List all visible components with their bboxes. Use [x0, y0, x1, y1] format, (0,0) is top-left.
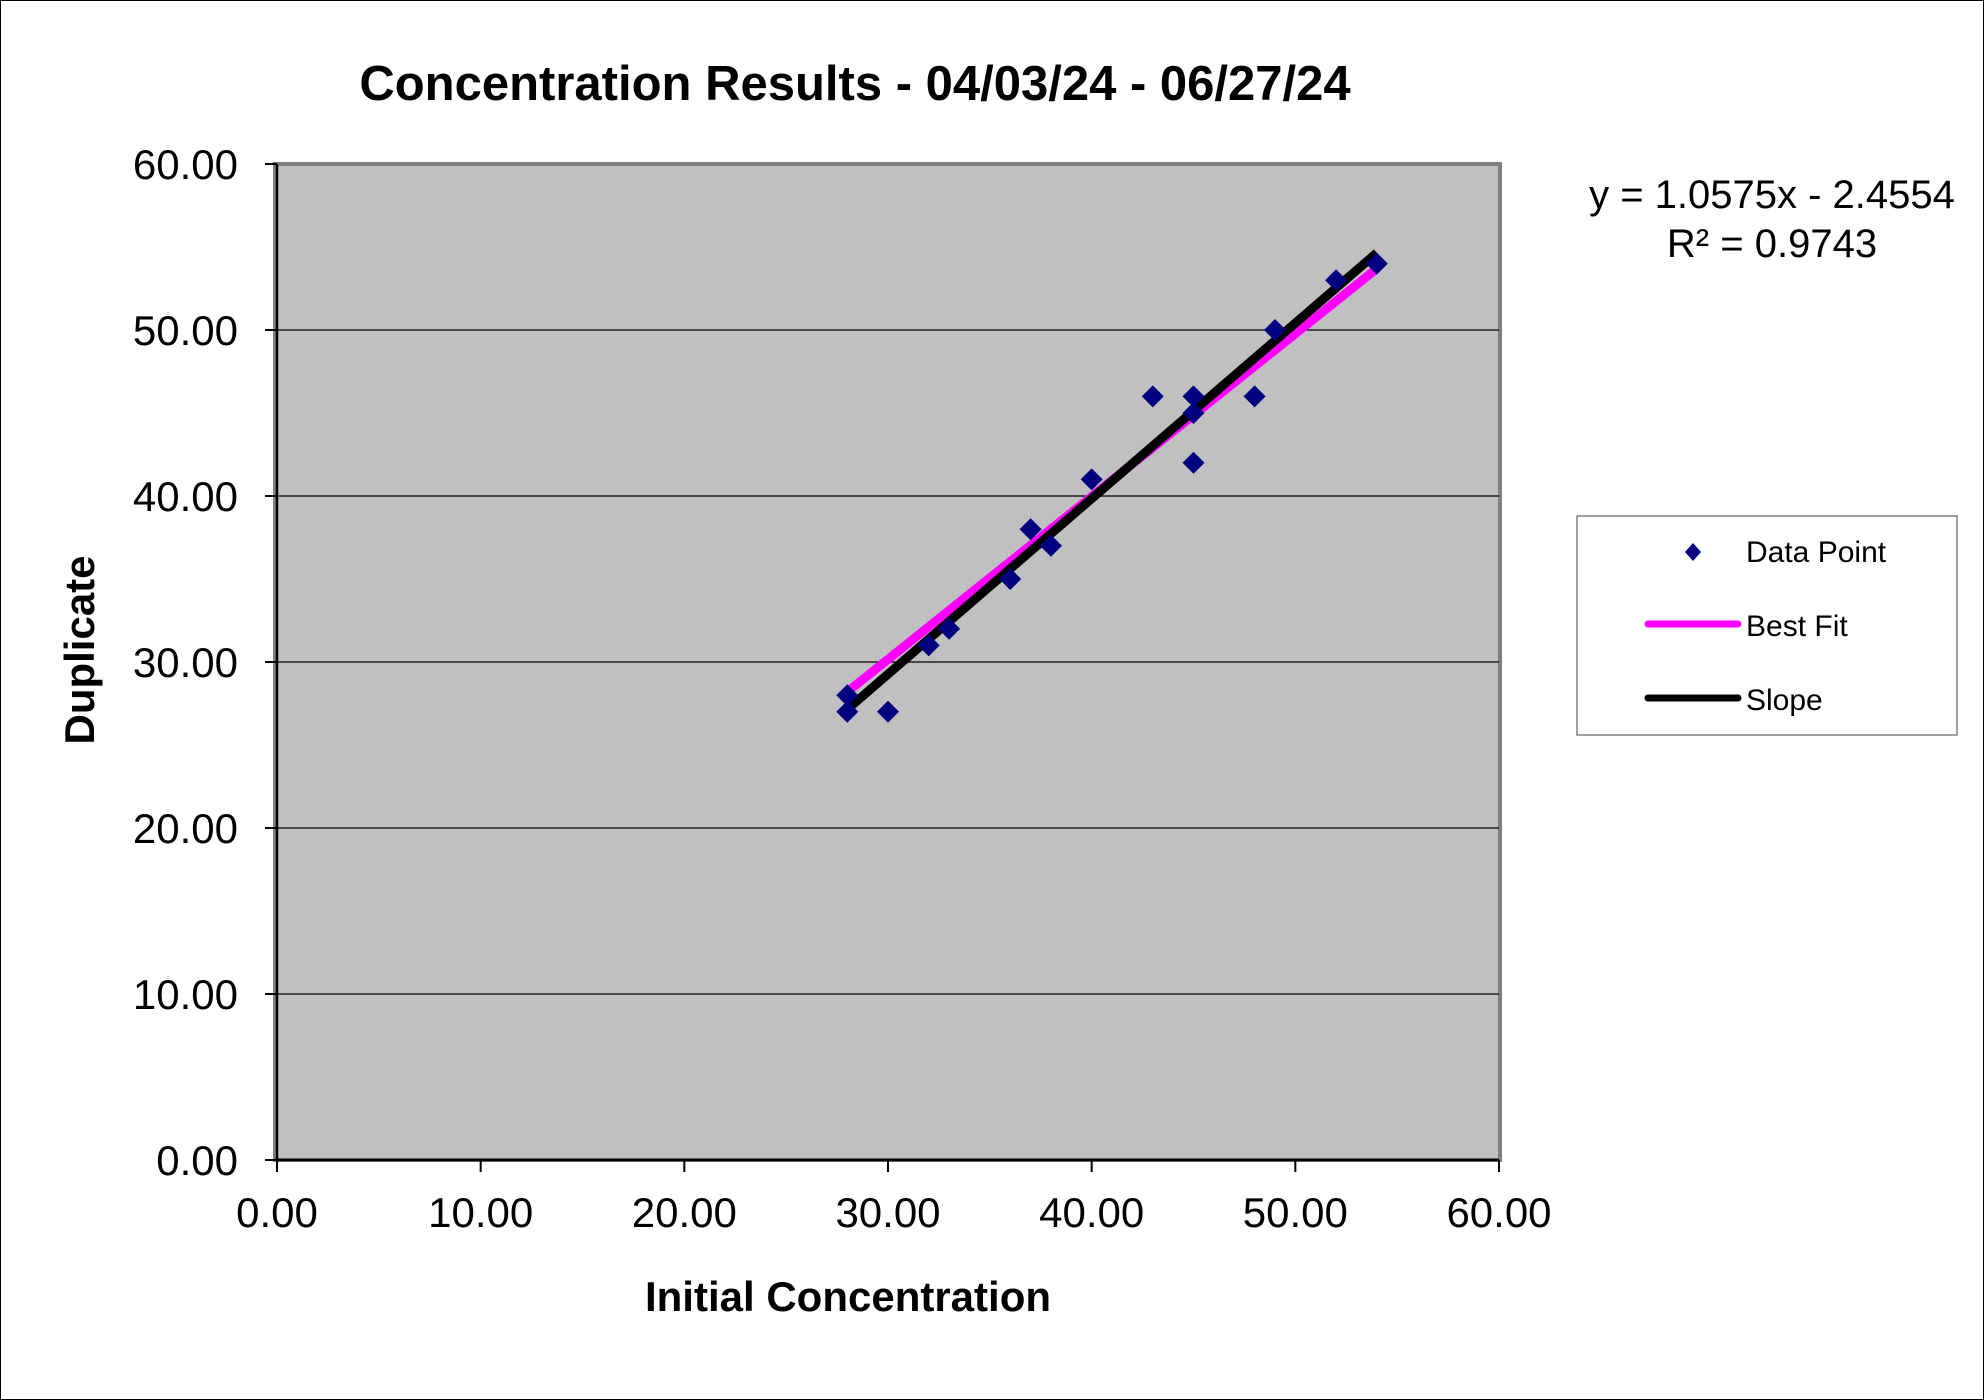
y-tick-label: 40.00: [133, 473, 238, 520]
data-point: [1182, 402, 1205, 424]
data-point: [1263, 319, 1286, 341]
data-point: [1365, 252, 1388, 275]
data-point: [877, 700, 899, 723]
chart-title: Concentration Results - 04/03/24 - 06/27…: [359, 57, 1350, 111]
data-point: [1182, 451, 1205, 474]
x-tick-label: 0.00: [236, 1189, 318, 1236]
x-tick-label: 50.00: [1243, 1189, 1348, 1236]
r-squared-label: R² = 0.9743: [1667, 222, 1877, 266]
legend-label-best-fit: Best Fit: [1746, 610, 1848, 643]
series-line-slope: [844, 249, 1380, 713]
x-tick-label: 10.00: [428, 1189, 533, 1236]
legend-marker-data-point: [1685, 543, 1701, 561]
legend: Data Point Best Fit Slope: [1576, 515, 1958, 736]
x-tick-label: 60.00: [1446, 1189, 1551, 1236]
regression-equation: y = 1.0575x - 2.4554: [1589, 173, 1955, 217]
y-tick-label: 30.00: [133, 639, 238, 686]
tick-labels: 0.00 10.00 20.00 30.00 40.00 50.00 60.00 0.00 10…: [133, 141, 1552, 1236]
y-tick-label: 60.00: [133, 141, 238, 188]
data-points: [836, 252, 1388, 723]
x-tick-label: 30.00: [835, 1189, 940, 1236]
axes: [265, 163, 1500, 1172]
y-axis-title: Duplicate: [56, 555, 103, 744]
y-tick-label: 20.00: [133, 805, 238, 852]
data-point: [917, 634, 940, 657]
x-tick-label: 20.00: [632, 1189, 737, 1236]
data-point: [1039, 534, 1062, 557]
data-point: [999, 568, 1022, 590]
y-tick-label: 10.00: [133, 971, 238, 1018]
data-point: [836, 700, 859, 723]
legend-label-data-point: Data Point: [1746, 536, 1887, 569]
data-point: [938, 617, 961, 640]
data-point: [1080, 468, 1103, 491]
x-tick-label: 40.00: [1039, 1189, 1144, 1236]
data-point: [1325, 269, 1348, 292]
legend-box: [1576, 515, 1958, 736]
data-point: [1019, 518, 1042, 541]
data-point: [836, 684, 859, 707]
trend-lines: [844, 249, 1380, 713]
data-point: [1243, 385, 1266, 408]
legend-label-slope: Slope: [1746, 684, 1823, 717]
data-point: [1182, 385, 1205, 408]
y-tick-label: 0.00: [156, 1137, 238, 1184]
data-point: [1141, 385, 1164, 408]
x-axis-title: Initial Concentration: [645, 1273, 1051, 1320]
y-tick-label: 50.00: [133, 307, 238, 354]
